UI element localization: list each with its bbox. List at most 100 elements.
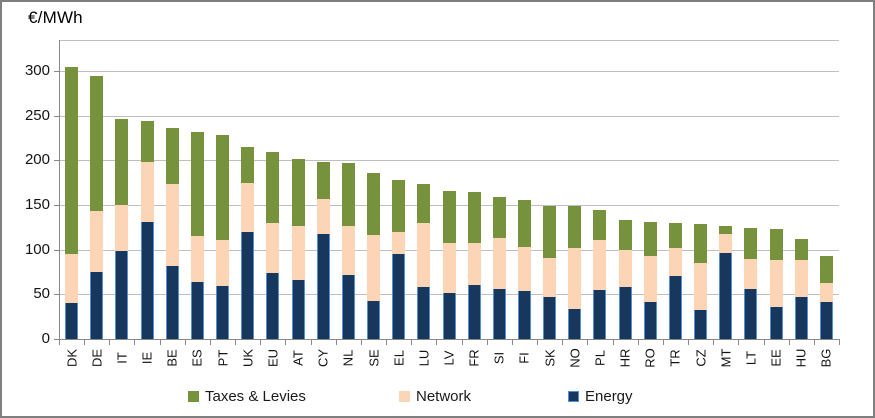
x-tick [813, 340, 815, 345]
y-axis-label-100: 100 [24, 240, 50, 258]
legend-swatch-energy [568, 390, 579, 402]
bar-el-network [392, 231, 406, 255]
x-axis-label-hr: HR [617, 348, 633, 368]
y-axis-label-250: 250 [24, 106, 50, 124]
bar-lu-taxes-levies [417, 183, 431, 223]
y-axis-line [59, 40, 60, 339]
bar-eu-network [266, 222, 280, 273]
bar-dk-energy [65, 303, 79, 339]
bar-fi-taxes-levies [517, 199, 531, 248]
gridline-250 [59, 115, 839, 117]
bar-mt-energy [719, 253, 733, 339]
x-tick [612, 340, 614, 345]
bar-mt-network [719, 233, 733, 254]
bar-mt-taxes-levies [719, 226, 733, 234]
x-axis-label-lv: LV [441, 350, 457, 366]
bar-de-network [90, 211, 104, 273]
bar-pt-taxes-levies [216, 134, 230, 240]
x-axis-label-si: SI [491, 351, 507, 365]
bar-it-network [115, 205, 129, 251]
y-axis-label-150: 150 [24, 196, 50, 214]
bar-pl-network [593, 239, 607, 290]
x-axis-label-el: EL [391, 350, 407, 366]
bar-hr-taxes-levies [618, 220, 632, 250]
bar-ee-energy [769, 306, 783, 339]
x-tick [386, 340, 388, 345]
bar-be-energy [165, 265, 179, 339]
x-tick [788, 340, 790, 345]
bar-lv-network [442, 242, 456, 294]
x-axis-label-lu: LU [416, 349, 432, 367]
x-axis-label-mt: MT [718, 348, 734, 368]
plot-top-border [59, 40, 839, 41]
bar-nl-taxes-levies [341, 163, 355, 227]
bar-tr-network [668, 247, 682, 277]
bar-nl-network [341, 226, 355, 275]
bar-pt-energy [216, 286, 230, 339]
legend-swatch-network [399, 390, 410, 402]
x-tick [637, 340, 639, 345]
x-tick [486, 340, 488, 345]
bar-pt-network [216, 239, 230, 287]
bar-es-energy [190, 281, 204, 339]
bar-sk-energy [543, 297, 557, 339]
bar-uk-network [241, 182, 255, 232]
x-axis-label-be: BE [164, 349, 180, 367]
bar-es-network [190, 236, 204, 282]
bar-cy-taxes-levies [316, 162, 330, 199]
x-axis-label-dk: DK [64, 348, 80, 368]
bar-be-network [165, 183, 179, 266]
bar-ee-network [769, 260, 783, 307]
bar-cy-network [316, 198, 330, 234]
bar-cy-energy [316, 233, 330, 339]
bar-de-taxes-levies [90, 75, 104, 212]
x-axis-label-bg: BG [818, 348, 834, 368]
bar-ie-energy [140, 222, 154, 339]
y-axis-label-300: 300 [24, 62, 50, 80]
bar-at-network [291, 225, 305, 281]
bar-ro-taxes-levies [643, 222, 657, 256]
bar-hr-network [618, 249, 632, 288]
x-axis-label-at: AT [290, 350, 306, 366]
bar-lv-taxes-levies [442, 190, 456, 243]
bar-se-taxes-levies [367, 172, 381, 235]
bar-lu-energy [417, 287, 431, 339]
x-axis-label-hu: HU [793, 348, 809, 368]
bar-it-energy [115, 250, 129, 339]
legend-label: Network [416, 387, 472, 405]
x-axis-label-ro: RO [642, 348, 658, 368]
x-tick [461, 340, 463, 345]
x-axis-label-lt: LT [743, 350, 759, 366]
bar-fr-network [467, 242, 481, 285]
gridline-300 [59, 71, 839, 73]
x-axis-label-ee: EE [768, 349, 784, 367]
bar-eu-energy [266, 272, 280, 339]
bar-lu-network [417, 222, 431, 288]
bar-it-taxes-levies [115, 119, 129, 206]
gridline-200 [59, 160, 839, 162]
bar-dk-taxes-levies [65, 66, 79, 255]
bar-cz-energy [694, 310, 708, 339]
bar-bg-network [819, 282, 833, 303]
y-axis-label-0: 0 [41, 330, 50, 347]
x-tick [310, 340, 312, 345]
x-tick [436, 340, 438, 345]
x-tick [360, 340, 362, 345]
bar-sk-network [543, 257, 557, 298]
legend-item-taxes-levies: Taxes & Levies [188, 387, 306, 405]
bar-si-taxes-levies [492, 197, 506, 239]
y-tick-50 [54, 294, 59, 296]
x-axis-label-tr: TR [667, 349, 683, 367]
x-tick [562, 340, 564, 345]
bar-hu-energy [794, 297, 808, 339]
bar-fi-network [517, 247, 531, 291]
y-axis-label-50: 50 [33, 285, 50, 303]
y-tick-250 [54, 115, 59, 117]
x-axis-label-pl: PL [592, 350, 608, 366]
bar-hr-energy [618, 287, 632, 339]
bar-se-energy [367, 301, 381, 339]
bar-fi-energy [517, 290, 531, 339]
x-axis-label-no: NO [567, 348, 583, 368]
x-axis-label-it: IT [114, 352, 130, 364]
x-tick [411, 340, 413, 345]
